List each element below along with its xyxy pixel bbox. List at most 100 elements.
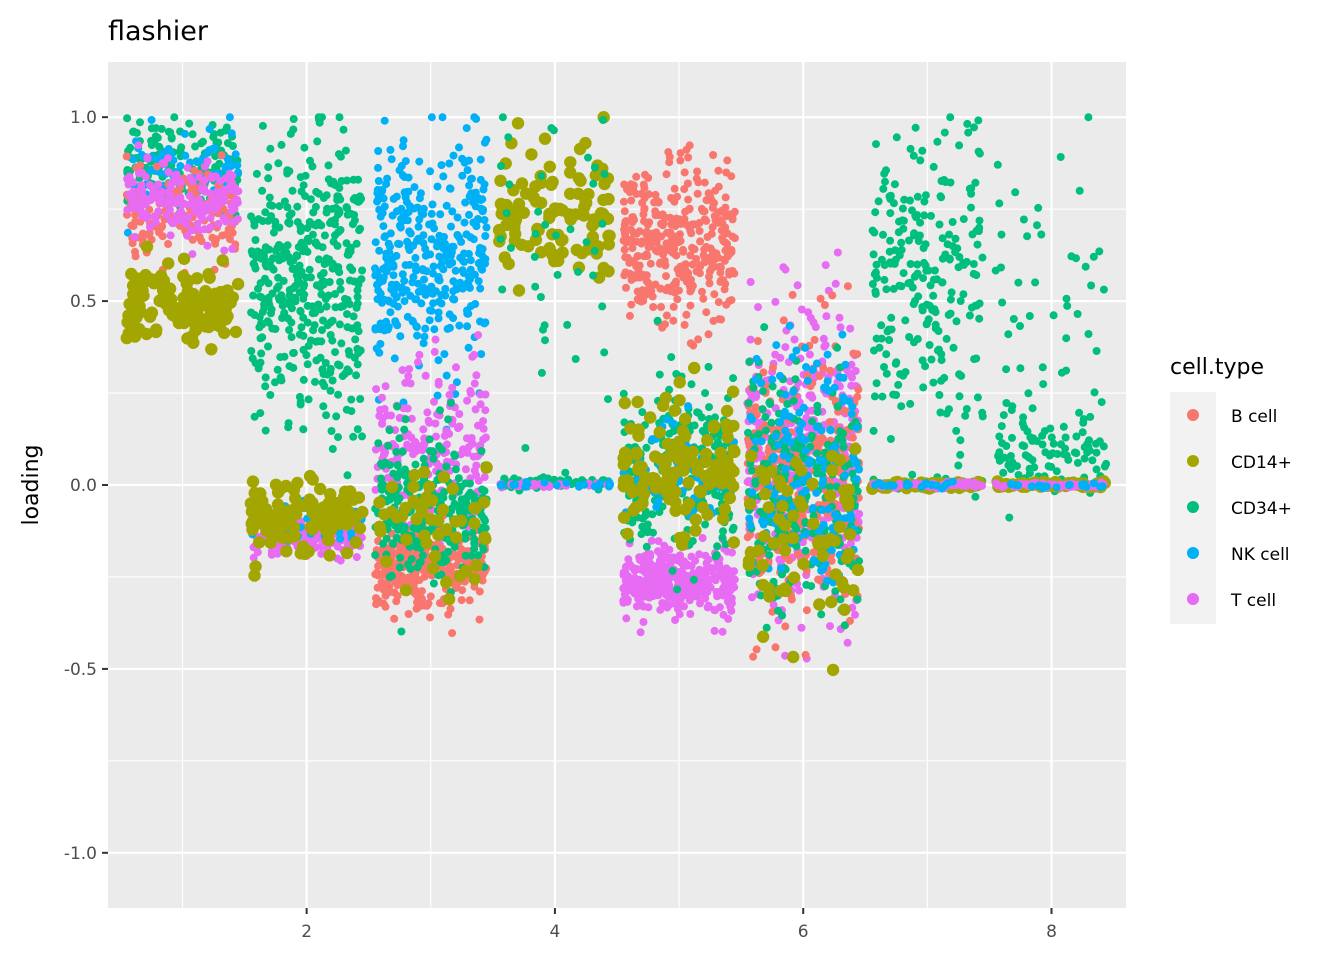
data-point [646, 550, 655, 558]
data-point [195, 195, 204, 204]
data-point [508, 221, 521, 234]
data-point [438, 113, 447, 122]
data-point [436, 210, 445, 219]
data-point [598, 302, 607, 311]
data-point [440, 523, 453, 537]
data-point [314, 511, 327, 524]
data-point [676, 538, 689, 551]
data-point [299, 375, 308, 384]
data-point [414, 222, 423, 231]
data-point [343, 298, 352, 307]
data-point [188, 177, 197, 186]
data-point [138, 229, 147, 238]
data-point [468, 501, 481, 515]
data-point [644, 603, 653, 612]
data-point [313, 137, 322, 146]
data-point [415, 215, 424, 224]
data-point [714, 298, 723, 307]
data-point [666, 559, 675, 568]
data-point [129, 155, 138, 164]
data-point [426, 167, 435, 176]
data-point [651, 207, 660, 216]
data-point [698, 574, 707, 583]
data-point [373, 496, 386, 509]
data-point [353, 360, 362, 369]
data-point [434, 308, 443, 317]
data-point [566, 225, 575, 234]
data-point [821, 341, 830, 350]
data-point [664, 148, 673, 157]
data-point [466, 479, 474, 488]
data-point [189, 323, 203, 337]
data-point [713, 592, 722, 601]
data-point [472, 371, 481, 380]
data-point [378, 393, 386, 402]
data-point [410, 512, 423, 526]
data-point [849, 349, 858, 358]
data-point [626, 486, 639, 499]
data-point [696, 501, 710, 514]
data-point [744, 399, 753, 408]
data-point [415, 194, 424, 203]
data-point [154, 180, 163, 189]
data-point [322, 533, 335, 547]
data-point [639, 180, 648, 189]
data-point [433, 391, 442, 400]
data-point [622, 283, 630, 292]
data-point [356, 395, 365, 403]
data-point [419, 454, 428, 463]
data-point [404, 372, 413, 381]
data-point [273, 243, 282, 252]
data-point [323, 549, 336, 562]
data-point [324, 175, 333, 184]
data-point [723, 252, 732, 261]
data-point [505, 180, 514, 189]
data-point [319, 402, 328, 411]
data-point [185, 192, 194, 200]
data-point [123, 297, 136, 311]
data-point [461, 534, 470, 543]
data-point [417, 299, 426, 308]
data-point [225, 113, 234, 122]
data-point [429, 579, 438, 588]
data-point [605, 482, 614, 491]
data-point [820, 301, 829, 309]
data-point [680, 320, 689, 329]
data-point [540, 321, 549, 330]
data-point [420, 601, 429, 610]
data-point [421, 324, 430, 333]
data-point [417, 209, 426, 217]
data-point [183, 231, 192, 240]
data-point [657, 588, 666, 597]
data-point [407, 480, 420, 493]
data-point [771, 643, 780, 652]
data-point [445, 564, 454, 573]
data-point [687, 229, 696, 238]
data-point [351, 335, 360, 344]
data-point [446, 482, 459, 495]
data-point [399, 404, 408, 413]
data-point [271, 217, 280, 226]
data-point [435, 252, 444, 261]
data-point [390, 614, 399, 623]
data-point [204, 305, 218, 319]
data-point [253, 548, 262, 557]
data-point [675, 230, 684, 239]
data-point [283, 169, 292, 178]
data-point [374, 163, 382, 172]
data-point [702, 308, 711, 317]
data-point [682, 476, 695, 489]
data-point [790, 335, 799, 344]
data-point [771, 297, 780, 306]
data-point [632, 172, 641, 181]
data-point [400, 188, 409, 197]
data-point [425, 494, 439, 507]
data-point [817, 610, 826, 619]
data-point [656, 605, 665, 614]
data-point [264, 342, 272, 351]
data-point [396, 553, 405, 562]
data-point [625, 269, 634, 278]
data-point [801, 650, 810, 659]
data-point [425, 418, 434, 427]
